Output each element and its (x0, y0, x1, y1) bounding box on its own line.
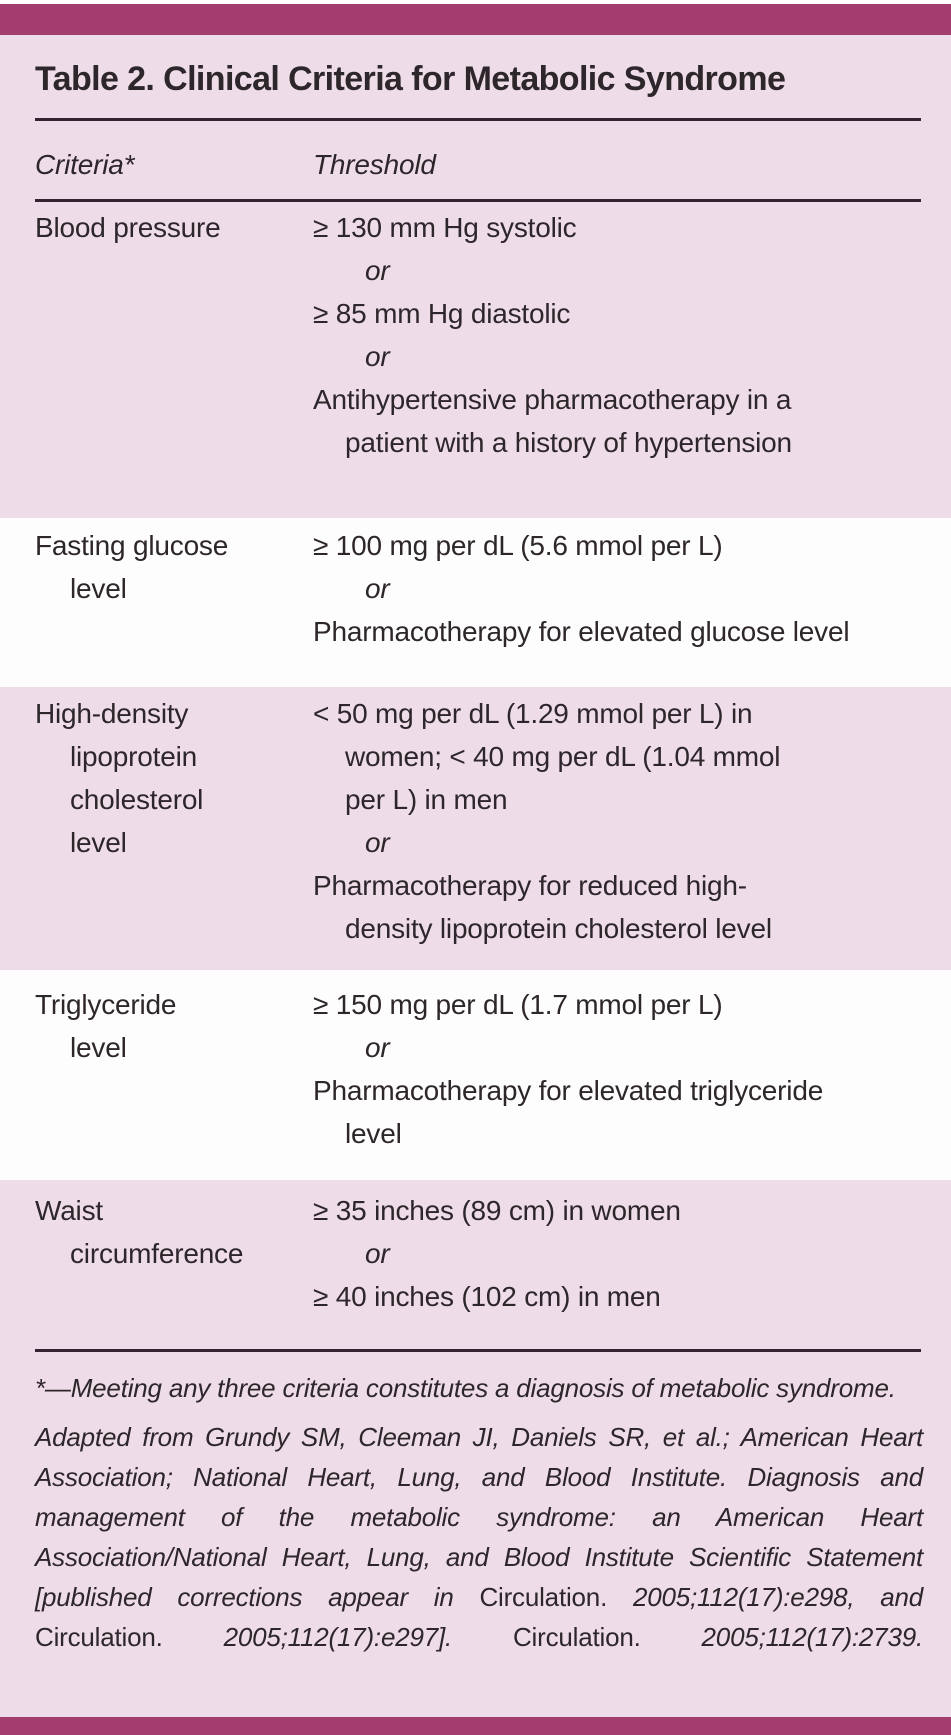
footnote-citation: Adapted from Grundy SM, Cleeman JI, Dani… (35, 1417, 923, 1657)
table-row-triglyceride: Triglyceride level ≥ 150 mg per dL (1.7 … (0, 970, 951, 1180)
threshold-line: Antihypertensive pharmacotherapy in a (313, 384, 792, 415)
or-connector: or (365, 341, 390, 372)
or-connector: or (365, 255, 390, 286)
citation-text: 2005;112(17):2739. (701, 1622, 924, 1652)
threshold-cell: < 50 mg per dL (1.29 mmol per L) in wome… (313, 692, 951, 970)
title-divider-rule (35, 118, 921, 121)
bottom-accent-bar (0, 1717, 951, 1735)
criteria-label: Waist (35, 1195, 103, 1226)
table-title: Table 2. Clinical Criteria for Metabolic… (35, 60, 786, 98)
journal-name: Circulation. (479, 1582, 633, 1612)
criteria-cell: Blood pressure (0, 206, 313, 464)
threshold-line: ≥ 150 mg per dL (1.7 mmol per L) (313, 989, 723, 1020)
criteria-cell: High-density lipoprotein cholesterol lev… (0, 692, 313, 970)
criteria-label-continued: lipoprotein (70, 741, 197, 772)
threshold-cell: ≥ 100 mg per dL (5.6 mmol per L) or Phar… (313, 524, 951, 687)
footnote-divider-rule (35, 1349, 921, 1352)
criteria-label: Fasting glucose (35, 530, 229, 561)
threshold-cell: ≥ 150 mg per dL (1.7 mmol per L) or Phar… (313, 983, 951, 1180)
threshold-line: Pharmacotherapy for reduced high- (313, 870, 747, 901)
criteria-label: Blood pressure (35, 212, 221, 243)
table-row-blood-pressure: Blood pressure ≥ 130 mm Hg systolic or ≥… (0, 206, 951, 464)
top-accent-bar (0, 4, 951, 35)
criteria-label-continued: level (70, 573, 127, 604)
criteria-label: Triglyceride (35, 989, 177, 1020)
threshold-line: ≥ 130 mm Hg systolic (313, 212, 577, 243)
table-footer-section: Waist circumference ≥ 35 inches (89 cm) … (0, 1180, 951, 1717)
criteria-label-continued: level (70, 1032, 127, 1063)
threshold-line-continued: per L) in men (345, 784, 508, 815)
page-top-margin (0, 0, 951, 4)
table-row-hdl-cholesterol: High-density lipoprotein cholesterol lev… (0, 687, 951, 970)
table-row-fasting-glucose: Fasting glucose level ≥ 100 mg per dL (5… (0, 518, 951, 687)
or-connector: or (365, 827, 390, 858)
footnote-asterisk: *—Meeting any three criteria constitutes… (35, 1373, 896, 1403)
threshold-line-continued: density lipoprotein cholesterol level (345, 913, 772, 944)
threshold-line-continued: patient with a history of hypertension (345, 427, 792, 458)
column-header-threshold: Threshold (313, 149, 436, 180)
citation-text: 2005;112(17):e297]. (223, 1622, 513, 1652)
threshold-line: Pharmacotherapy for elevated glucose lev… (313, 616, 850, 647)
threshold-line: ≥ 40 inches (102 cm) in men (313, 1281, 661, 1312)
column-header-criteria: Criteria* (35, 149, 135, 180)
or-connector: or (365, 1238, 390, 1269)
or-connector: or (365, 573, 390, 604)
threshold-line: < 50 mg per dL (1.29 mmol per L) in (313, 698, 753, 729)
threshold-line-continued: level (345, 1118, 402, 1149)
journal-name: Circulation. (512, 1622, 702, 1652)
threshold-line: ≥ 35 inches (89 cm) in women (313, 1195, 681, 1226)
header-divider-rule (35, 199, 921, 202)
journal-name: Circulation. (35, 1622, 224, 1652)
threshold-line: ≥ 100 mg per dL (5.6 mmol per L) (313, 530, 723, 561)
threshold-line: ≥ 85 mm Hg diastolic (313, 298, 571, 329)
column-header-row: Criteria* Threshold (0, 148, 951, 182)
threshold-cell: ≥ 130 mm Hg systolic or ≥ 85 mm Hg diast… (313, 206, 951, 464)
criteria-cell: Waist circumference (0, 1189, 313, 1318)
criteria-label-continued: circumference (70, 1238, 244, 1269)
threshold-line: Pharmacotherapy for elevated triglycerid… (313, 1075, 824, 1106)
criteria-cell: Triglyceride level (0, 983, 313, 1180)
citation-text: 2005;112(17):e298, and (632, 1582, 923, 1612)
table-row-waist-circumference: Waist circumference ≥ 35 inches (89 cm) … (0, 1189, 951, 1318)
criteria-cell: Fasting glucose level (0, 524, 313, 687)
threshold-line-continued: women; < 40 mg per dL (1.04 mmol (345, 741, 781, 772)
criteria-label-continued: level (70, 827, 127, 858)
or-connector: or (365, 1032, 390, 1063)
criteria-label-continued: cholesterol (70, 784, 204, 815)
citation-text: Adapted from Grundy SM, Cleeman JI, Dani… (35, 1422, 923, 1612)
threshold-cell: ≥ 35 inches (89 cm) in women or ≥ 40 inc… (313, 1189, 951, 1318)
table-header-section: Table 2. Clinical Criteria for Metabolic… (0, 35, 951, 518)
criteria-label: High-density (35, 698, 189, 729)
